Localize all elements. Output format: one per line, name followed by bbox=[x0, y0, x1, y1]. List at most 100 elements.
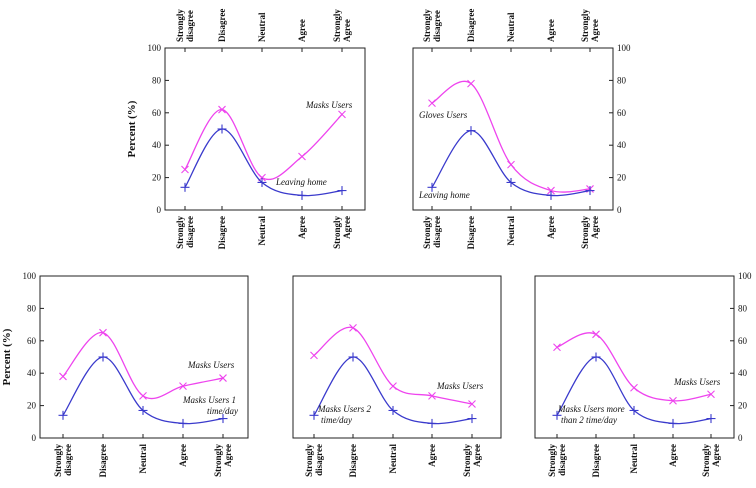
data-point-marker bbox=[707, 390, 715, 399]
x-category-label-top: Disagree bbox=[217, 9, 227, 42]
x-category-label: Strongly bbox=[332, 216, 342, 249]
x-category-label: Strongly bbox=[53, 444, 63, 477]
y-axis-label: Percent (%) bbox=[1, 328, 13, 385]
x-category-label-top: Strongly bbox=[332, 9, 342, 42]
data-point-marker bbox=[585, 186, 595, 196]
y-tick-label: 20 bbox=[27, 401, 37, 411]
x-category-label: Agree bbox=[546, 216, 556, 239]
data-point-marker bbox=[552, 410, 562, 420]
data-point-marker bbox=[428, 99, 436, 107]
series-annotation: Masks Users 1 time/day bbox=[182, 395, 238, 416]
x-category-label-top: disagree bbox=[432, 10, 442, 42]
data-point-marker bbox=[389, 382, 397, 391]
x-category-label: Agree bbox=[711, 444, 721, 467]
x-category-label-top: Agree bbox=[342, 19, 352, 42]
y-tick-label: 20 bbox=[152, 173, 162, 183]
y-tick-label: 0 bbox=[738, 433, 743, 443]
x-category-label-top: disagree bbox=[185, 10, 195, 42]
x-category-label: Disagree bbox=[466, 216, 476, 249]
x-category-label: Neutral bbox=[629, 444, 639, 474]
y-tick-label: 80 bbox=[152, 75, 162, 85]
data-point-marker bbox=[310, 351, 318, 360]
y-tick-label: 40 bbox=[27, 368, 37, 378]
y-tick-label: 60 bbox=[617, 108, 627, 118]
y-tick-label: 100 bbox=[617, 43, 631, 53]
x-category-label: Disagree bbox=[591, 444, 601, 477]
data-point-marker bbox=[297, 190, 307, 200]
x-category-label: Strongly bbox=[175, 216, 185, 249]
y-tick-label: 0 bbox=[32, 433, 37, 443]
data-point-marker bbox=[181, 165, 189, 174]
data-point-marker bbox=[217, 124, 227, 134]
y-tick-label: 100 bbox=[148, 43, 162, 53]
y-axis-label: Percent (%) bbox=[126, 100, 138, 157]
x-category-label: Strongly bbox=[462, 444, 472, 477]
series-annotation: Masks Users bbox=[187, 360, 235, 370]
data-point-marker bbox=[219, 374, 227, 382]
series-line-1 bbox=[313, 326, 473, 405]
data-point-marker bbox=[257, 177, 267, 187]
x-category-label: Strongly bbox=[304, 444, 314, 477]
y-tick-label: 0 bbox=[157, 205, 162, 215]
series-annotation: Masks Users more than 2 time/day bbox=[557, 404, 625, 425]
series-annotation: Masks Users bbox=[436, 381, 484, 391]
x-category-label: Agree bbox=[297, 216, 307, 239]
data-point-marker bbox=[468, 400, 476, 408]
series-annotation: Leaving home bbox=[275, 177, 327, 187]
data-point-marker bbox=[668, 418, 678, 428]
data-point-marker bbox=[546, 190, 556, 200]
x-category-label: disagree bbox=[432, 216, 442, 248]
x-category-label: Agree bbox=[668, 444, 678, 467]
data-point-marker bbox=[138, 405, 148, 415]
data-point-marker bbox=[428, 391, 436, 400]
x-category-label-top: Agree bbox=[546, 19, 556, 42]
x-category-label: Agree bbox=[178, 444, 188, 467]
series-line-1 bbox=[431, 80, 591, 193]
x-category-label-top: Neutral bbox=[506, 12, 516, 42]
data-point-marker bbox=[298, 152, 306, 161]
data-point-marker bbox=[506, 177, 516, 187]
data-point-marker bbox=[629, 405, 639, 415]
y-tick-label: 80 bbox=[27, 303, 37, 313]
data-point-marker bbox=[178, 418, 188, 428]
y-tick-label: 40 bbox=[738, 368, 748, 378]
data-point-marker bbox=[553, 343, 561, 352]
x-category-label: Agree bbox=[590, 216, 600, 239]
plot-frame bbox=[292, 275, 502, 439]
x-category-label: disagree bbox=[185, 216, 195, 248]
x-category-label: Strongly bbox=[422, 216, 432, 249]
series-annotation: Leaving home bbox=[418, 190, 470, 200]
data-point-marker bbox=[388, 405, 398, 415]
series-annotation: Masks Users 2 time/day bbox=[317, 404, 371, 425]
x-category-label: Disagree bbox=[348, 444, 358, 477]
series-line-1 bbox=[184, 108, 343, 181]
plot-frame bbox=[412, 47, 614, 211]
x-category-label: Agree bbox=[472, 444, 482, 467]
x-category-label-top: Agree bbox=[297, 19, 307, 42]
data-point-marker bbox=[427, 182, 437, 192]
y-tick-label: 80 bbox=[617, 75, 627, 85]
x-category-label: Neutral bbox=[506, 216, 516, 246]
y-tick-label: 60 bbox=[152, 108, 162, 118]
data-point-marker bbox=[591, 352, 601, 362]
series-annotation: Masks Users bbox=[673, 377, 721, 387]
data-point-marker bbox=[309, 410, 319, 420]
plot-frame bbox=[39, 275, 249, 439]
plot-frame bbox=[164, 47, 366, 211]
x-category-label: disagree bbox=[314, 444, 324, 476]
x-category-label: Agree bbox=[427, 444, 437, 467]
series-annotation: Masks Users bbox=[305, 100, 353, 110]
series-annotation: Gloves Users bbox=[419, 110, 468, 120]
chart-panel-4: Strongly disagree Disagree Neutral Agree Stro… bbox=[292, 275, 502, 477]
data-point-marker bbox=[547, 186, 555, 195]
data-point-marker bbox=[179, 382, 187, 391]
data-point-marker bbox=[349, 323, 357, 332]
x-category-label-top: Strongly bbox=[175, 9, 185, 42]
data-point-marker bbox=[467, 79, 475, 88]
y-tick-label: 60 bbox=[738, 336, 748, 346]
x-category-label: Agree bbox=[223, 444, 233, 467]
x-category-label-top: Strongly bbox=[580, 9, 590, 42]
